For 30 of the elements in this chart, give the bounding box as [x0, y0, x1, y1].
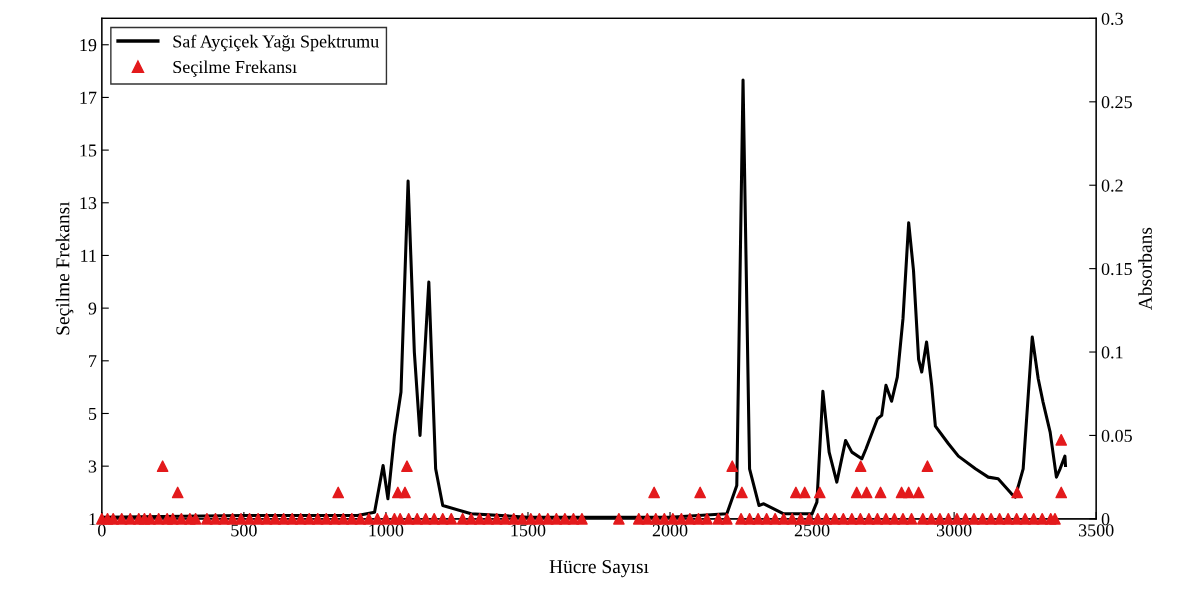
x-tick-label: 2500: [794, 524, 830, 537]
x-tick-label: 1500: [511, 524, 546, 537]
x-tick-label: 2000: [652, 524, 688, 537]
y-axis-title: Seçilme Frekansı: [55, 201, 74, 335]
y-tick-label: 13: [80, 197, 97, 210]
x-tick-label: 3500: [1078, 524, 1114, 537]
legend-label: Saf Ayçiçek Yağı Spektrumu: [173, 34, 379, 52]
y-tick-label: 19: [80, 39, 97, 52]
x-tick-label: 1000: [369, 524, 404, 537]
y2-tick-label: 0: [1101, 513, 1110, 526]
y-tick-label: 7: [89, 355, 97, 368]
x-axis-title: Hücre Sayısı: [549, 560, 649, 578]
y2-tick-label: 0.25: [1101, 96, 1132, 109]
y2-tick-label: 0.1: [1101, 346, 1123, 359]
y-tick-label: 3: [88, 460, 97, 473]
y-tick-label: 15: [80, 144, 97, 157]
y2-tick-label: 0.05: [1101, 429, 1132, 442]
x-tick-label: 0: [98, 524, 106, 537]
y2-tick-label: 0.15: [1101, 262, 1132, 276]
y-tick-label: 5: [88, 407, 97, 420]
y2-tick-label: 0.2: [1101, 179, 1123, 192]
x-tick-label: 3000: [936, 524, 972, 537]
y2-axis-title: Absorbans: [1138, 227, 1152, 311]
y-tick-label: 17: [80, 91, 97, 104]
y-tick-label: 1: [89, 513, 96, 526]
x-tick-label: 500: [231, 524, 257, 537]
y-tick-label: 11: [81, 249, 96, 262]
y2-tick-label: 0.3: [1101, 12, 1123, 25]
legend-label: Seçilme Frekansı: [173, 60, 297, 77]
y-tick-label: 9: [88, 302, 97, 315]
